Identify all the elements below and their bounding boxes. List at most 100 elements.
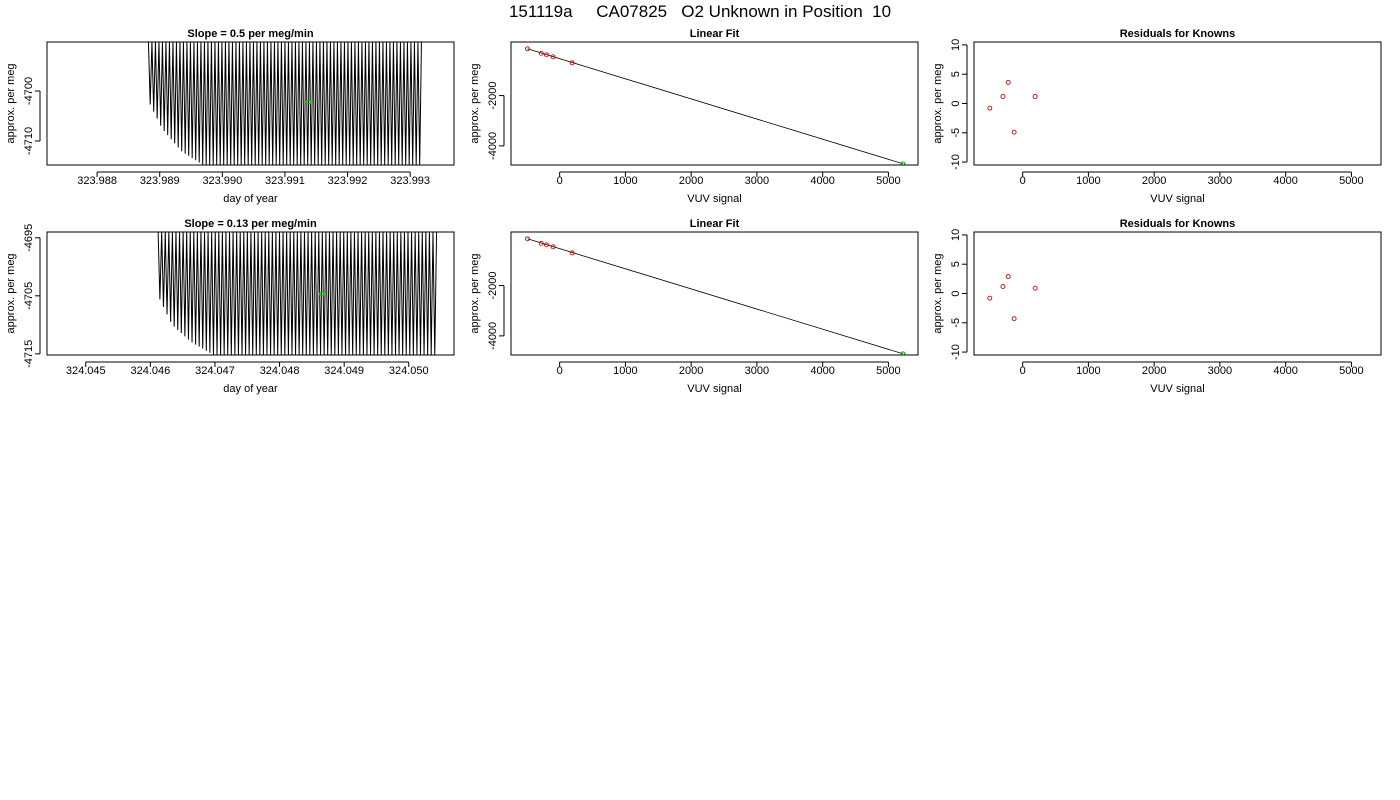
- known-point: [1005, 79, 1011, 85]
- y-tick-label: -2000: [487, 82, 499, 110]
- chart-title: Linear Fit: [690, 28, 740, 40]
- y-tick-label: -2000: [487, 272, 499, 300]
- x-tick-label: 324.047: [195, 365, 235, 377]
- known-point: [1032, 285, 1038, 291]
- plot-area: [157, 232, 438, 355]
- plot-frame: [46, 231, 455, 356]
- chart-panel-4: Slope = 0.13 per meg/min 324.045 324.046 32…: [5, 218, 455, 395]
- chart-panel-5: Linear Fit 0 1000 2000 3000 4000 5000 VUV signa…: [469, 218, 919, 395]
- x-tick-label: 2000: [679, 365, 703, 377]
- x-tick-label: 0: [1020, 365, 1026, 377]
- x-tick-label: 2000: [679, 175, 703, 187]
- chart-title: Slope = 0.5 per meg/min: [187, 28, 314, 40]
- x-tick-label: 323.992: [328, 175, 368, 187]
- y-tick-label: -5: [950, 318, 962, 328]
- x-tick-label: 0: [557, 365, 563, 377]
- x-axis-label: day of year: [223, 383, 278, 395]
- page-title: 151119a CA07825 O2 Unknown in Position 1…: [508, 2, 892, 21]
- unknown-point: [306, 99, 312, 105]
- known-point: [524, 46, 530, 52]
- x-tick-label: 323.993: [390, 175, 430, 187]
- x-tick-label: 2000: [1142, 365, 1166, 377]
- known-point: [1005, 274, 1011, 279]
- plot-area: [987, 274, 1038, 322]
- plot-frame: [973, 231, 1382, 356]
- x-tick-label: 3000: [745, 175, 769, 187]
- x-axis-label: VUV signal: [687, 193, 741, 205]
- x-tick-label: 323.989: [140, 175, 180, 187]
- y-axis-label: approx. per meg: [469, 253, 481, 333]
- known-point: [550, 54, 556, 60]
- chart-panel-3: Residuals for Knowns 0 1000 2000 3000 4000 500…: [932, 28, 1382, 205]
- known-point: [987, 105, 993, 111]
- x-tick-label: 3000: [745, 365, 769, 377]
- x-tick-label: 5000: [876, 365, 900, 377]
- unknown-point: [319, 291, 324, 297]
- y-axis-label: approx. per meg: [5, 253, 17, 333]
- x-tick-label: 4000: [810, 365, 834, 377]
- unknown-point: [900, 161, 906, 165]
- chart-panel-1: Slope = 0.5 per meg/min 323.988 323.989 323…: [5, 28, 455, 205]
- y-axis-label: approx. per meg: [932, 253, 944, 333]
- y-tick-label: -4710: [23, 127, 35, 155]
- x-tick-label: 4000: [1273, 175, 1297, 187]
- known-point: [1011, 129, 1017, 135]
- x-tick-label: 324.049: [324, 365, 364, 377]
- chart-title: Residuals for Knowns: [1120, 218, 1236, 230]
- plot-frame: [46, 41, 455, 166]
- y-tick-label: -10: [950, 344, 962, 360]
- x-tick-label: 2000: [1142, 175, 1166, 187]
- fit-line: [527, 238, 903, 355]
- x-tick-label: 1000: [1076, 175, 1100, 187]
- x-tick-label: 1000: [613, 175, 637, 187]
- plot-frame: [973, 41, 1382, 166]
- x-axis-label: VUV signal: [1150, 193, 1204, 205]
- y-tick-label: -4705: [23, 282, 35, 310]
- y-tick-label: -4000: [487, 132, 499, 160]
- known-point: [1032, 94, 1038, 99]
- x-axis-label: day of year: [223, 193, 278, 205]
- x-tick-label: 4000: [810, 175, 834, 187]
- y-tick-label: -4695: [23, 224, 35, 252]
- known-point: [1011, 316, 1017, 322]
- y-tick-label: 0: [950, 100, 962, 106]
- y-tick-label: -4700: [23, 77, 35, 105]
- plot-area: [524, 46, 906, 165]
- chart-title: Slope = 0.13 per meg/min: [184, 218, 317, 230]
- x-tick-label: 323.988: [77, 175, 117, 187]
- x-tick-label: 324.046: [130, 365, 170, 377]
- plot-frame: [510, 231, 919, 356]
- y-tick-label: 10: [950, 229, 962, 241]
- x-tick-label: 324.048: [260, 365, 300, 377]
- known-point: [550, 244, 556, 250]
- chart-title: Linear Fit: [690, 218, 740, 230]
- y-axis-label: approx. per meg: [932, 63, 944, 143]
- known-point: [1000, 94, 1006, 99]
- known-point: [1000, 284, 1006, 289]
- y-tick-label: -5: [950, 128, 962, 138]
- known-point: [987, 295, 993, 301]
- x-tick-label: 0: [1020, 175, 1026, 187]
- x-tick-label: 323.990: [202, 175, 242, 187]
- x-tick-label: 0: [557, 175, 563, 187]
- y-axis-label: approx. per meg: [5, 63, 17, 143]
- y-tick-label: -10: [950, 154, 962, 170]
- x-tick-label: 1000: [1076, 365, 1100, 377]
- x-tick-label: 324.050: [389, 365, 429, 377]
- plot-area: [524, 236, 906, 355]
- x-tick-label: 323.991: [265, 175, 305, 187]
- known-point: [544, 242, 549, 248]
- x-axis-label: VUV signal: [1150, 383, 1204, 395]
- chart-panel-6: Residuals for Knowns 0 1000 2000 3000 4000 500…: [932, 218, 1382, 395]
- y-tick-label: -4715: [23, 340, 35, 368]
- data-trace: [157, 232, 438, 355]
- x-tick-label: 4000: [1273, 365, 1297, 377]
- x-tick-label: 3000: [1208, 175, 1232, 187]
- y-tick-label: 5: [950, 71, 962, 77]
- plot-area: [987, 79, 1038, 135]
- x-tick-label: 5000: [1339, 365, 1363, 377]
- y-tick-label: 10: [950, 39, 962, 51]
- known-point: [569, 250, 575, 256]
- x-tick-label: 324.045: [66, 365, 106, 377]
